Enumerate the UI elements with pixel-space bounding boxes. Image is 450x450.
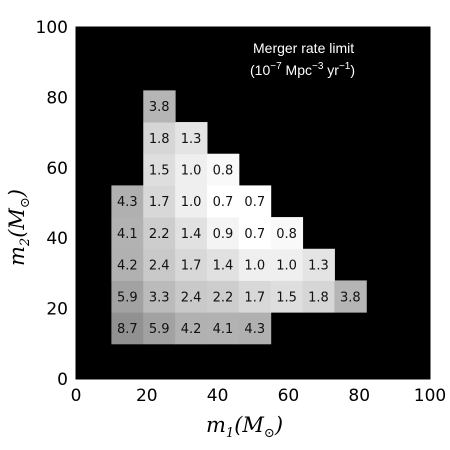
heatmap-cell [206, 153, 240, 186]
heatmap-cell [270, 217, 304, 250]
cell-value-label: 0.7 [244, 195, 265, 210]
cell-value-label: 0.8 [276, 227, 297, 242]
y-tick-label: 80 [46, 88, 68, 108]
cell-value-label: 0.8 [213, 164, 234, 179]
heatmap-cell [143, 122, 176, 155]
cell-value-label: 1.8 [149, 132, 170, 147]
cell-value-label: 4.2 [117, 259, 138, 274]
heatmap-cell [206, 248, 240, 281]
x-tick-label: 100 [414, 386, 446, 406]
y-tick-label: 0 [57, 370, 68, 390]
cell-value-label: 1.7 [244, 290, 265, 305]
cell-value-label: 1.3 [308, 259, 329, 274]
heatmap-cell [175, 280, 208, 313]
cell-value-label: 2.4 [181, 290, 202, 305]
cell-value-label: 4.1 [117, 227, 138, 242]
y-tick-label: 40 [46, 229, 68, 249]
x-tick-label: 80 [348, 386, 370, 406]
cell-value-label: 1.3 [181, 132, 202, 147]
x-axis-label: m1(M⊙) [206, 413, 283, 441]
cell-value-label: 1.7 [149, 195, 170, 210]
cell-value-label: 1.4 [213, 259, 234, 274]
heatmap-cell [334, 280, 367, 313]
x-tick-label: 40 [207, 386, 229, 406]
annotation-line-1: Merger rate limit [253, 40, 354, 56]
heatmap-cell [111, 217, 144, 250]
heatmap-cell [206, 217, 240, 250]
cell-value-label: 1.0 [244, 259, 265, 274]
cell-value-label: 8.7 [117, 322, 138, 337]
cell-value-label: 1.4 [181, 227, 202, 242]
heatmap-cell [206, 280, 240, 313]
heatmap-cell [143, 280, 176, 313]
heatmap-cell [238, 185, 272, 218]
heatmap-cell [206, 185, 240, 218]
heatmap-cell [111, 185, 144, 218]
cell-value-label: 1.5 [276, 290, 297, 305]
cell-value-label: 0.7 [213, 195, 234, 210]
cell-value-label: 2.2 [149, 227, 170, 242]
heatmap-cell [111, 280, 144, 313]
cell-value-label: 4.2 [181, 322, 202, 337]
cell-value-label: 1.5 [149, 164, 170, 179]
heatmap-cell [270, 280, 304, 313]
cell-value-label: 3.8 [340, 290, 361, 305]
heatmap-cell [175, 217, 208, 250]
heatmap-cell [175, 312, 208, 345]
heatmap-cell [143, 185, 176, 218]
cell-value-label: 5.9 [117, 290, 138, 305]
heatmap-cell [111, 248, 144, 281]
y-axis-label: m2(M⊙) [5, 189, 33, 266]
heatmap-cell [143, 312, 176, 345]
x-tick-label: 20 [136, 386, 158, 406]
cell-value-label: 3.8 [149, 100, 170, 115]
cell-value-label: 1.0 [276, 259, 297, 274]
cell-value-label: 0.9 [213, 227, 234, 242]
x-tick-label: 60 [278, 386, 300, 406]
heatmap-cell [143, 153, 176, 186]
cell-value-label: 1.7 [181, 259, 202, 274]
cell-labels-layer: 8.7 5.9 4.2 4.1 4.3 5.9 3.3 2.4 2.2 1.7 1.5 1.8 3.8 4… [117, 100, 361, 337]
y-tick-label: 60 [46, 159, 68, 179]
heatmap-cell [302, 248, 335, 281]
heatmap-cell [270, 248, 304, 281]
cell-value-label: 5.9 [149, 322, 170, 337]
cell-value-label: 4.1 [213, 322, 234, 337]
cell-value-label: 1.0 [181, 164, 202, 179]
plot-frame [75, 26, 431, 380]
heatmap-cell [111, 312, 144, 345]
cell-value-label: 1.8 [308, 290, 329, 305]
ticks-layer: 0 20 40 60 80 100 0 20 40 60 80 100 [36, 18, 447, 406]
cell-value-label: 3.3 [149, 290, 170, 305]
y-tick-label: 20 [46, 300, 68, 320]
heatmap-cell [302, 280, 335, 313]
heatmap-cell [143, 248, 176, 281]
heatmap-cell [175, 185, 208, 218]
cell-value-label: 0.7 [244, 227, 265, 242]
heatmap-cell [143, 217, 176, 250]
cell-value-label: 4.3 [244, 322, 265, 337]
x-tick-label: 0 [71, 386, 82, 406]
heatmap-cell [175, 153, 208, 186]
heatmap-cell [175, 248, 208, 281]
cells-layer [111, 90, 367, 345]
heatmap-cell [206, 312, 240, 345]
heatmap-cell [238, 217, 272, 250]
heatmap-cell [238, 248, 272, 281]
heatmap-cell [143, 90, 176, 123]
heatmap-cell [238, 312, 272, 345]
cell-value-label: 4.3 [117, 195, 138, 210]
cell-value-label: 2.2 [213, 290, 234, 305]
y-tick-label: 100 [36, 18, 68, 38]
cell-value-label: 2.4 [149, 259, 170, 274]
heatmap-cell [175, 122, 208, 155]
heatmap-cell [238, 280, 272, 313]
cell-value-label: 1.0 [181, 195, 202, 210]
annotation-line-2: (10−7 Mpc−3 yr−1) [250, 61, 355, 78]
